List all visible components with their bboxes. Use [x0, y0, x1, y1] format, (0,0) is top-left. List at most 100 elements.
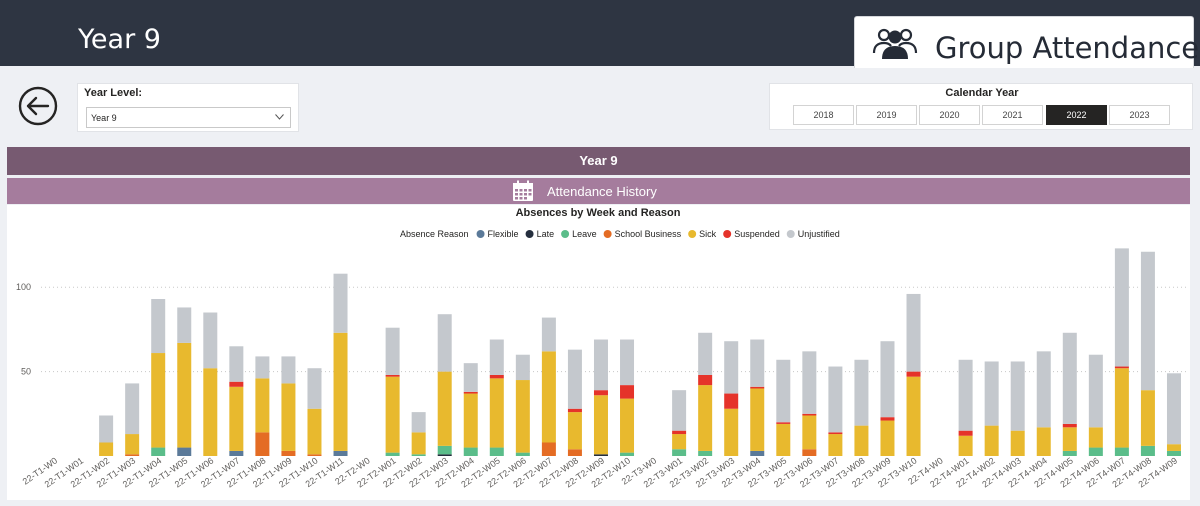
legend-item: Flexible — [488, 229, 519, 239]
bar-segment — [1010, 361, 1025, 431]
bar-segment — [672, 430, 687, 435]
bar-segment — [281, 383, 296, 451]
bar-segment — [515, 354, 530, 381]
chevron-down-icon — [275, 114, 284, 120]
bar-segment — [593, 454, 608, 456]
bar-segment — [776, 359, 791, 423]
bar-segment — [880, 420, 895, 456]
bar-segment — [463, 393, 478, 448]
year-option-2023[interactable]: 2023 — [1109, 105, 1170, 125]
bar-segment — [1114, 366, 1129, 369]
bar-segment — [620, 385, 635, 399]
bar-segment — [125, 383, 140, 435]
bar-segment — [463, 391, 478, 394]
bar-segment — [984, 425, 999, 456]
bar-segment — [255, 378, 270, 433]
bar-segment — [411, 412, 426, 433]
bar-segment — [463, 447, 478, 456]
year-option-2022[interactable]: 2022 — [1046, 105, 1107, 125]
bar-segment — [229, 381, 244, 387]
bar-segment — [698, 374, 713, 386]
bar-segment — [541, 442, 556, 456]
bar-segment — [724, 393, 739, 409]
bar-segment — [333, 332, 348, 451]
bar-segment — [828, 434, 843, 456]
bar-segment — [906, 371, 921, 377]
section-title: Year 9 — [7, 147, 1190, 175]
bar-segment — [698, 385, 713, 451]
chart-title: Absences by Week and Reason — [516, 207, 681, 219]
bar-segment — [177, 447, 192, 456]
bar-segment — [411, 454, 426, 456]
bar-segment — [567, 449, 582, 456]
bar-segment — [203, 368, 218, 456]
year-level-dropdown[interactable]: Year 9 — [86, 107, 291, 128]
bar-segment — [1114, 368, 1129, 448]
bar-segment — [151, 299, 166, 354]
bar-segment — [984, 361, 999, 426]
year-level-filter: Year Level: Year 9 — [77, 83, 299, 132]
calendar-year-slicer: Calendar Year 2018 2019 2020 2021 2022 2… — [769, 83, 1193, 130]
bar-segment — [177, 342, 192, 448]
year-option-2020[interactable]: 2020 — [919, 105, 980, 125]
back-arrow-icon[interactable] — [18, 86, 58, 126]
legend-marker — [476, 230, 485, 238]
bar-segment — [541, 317, 556, 352]
bar-segment — [698, 332, 713, 375]
bar-segment — [880, 417, 895, 421]
bar-segment — [385, 327, 400, 375]
year-option-2018[interactable]: 2018 — [793, 105, 854, 125]
legend-marker — [525, 230, 534, 238]
absences-chart-svg: Absences by Week and Reason Absence Reaso… — [16, 207, 1187, 489]
bar-segment — [437, 445, 452, 455]
bar-segment — [1088, 354, 1103, 428]
bar-segment — [1140, 445, 1155, 456]
bar-segment — [125, 454, 140, 456]
bar-segment — [151, 353, 166, 448]
bar-segment — [567, 408, 582, 413]
bar-segment — [750, 339, 765, 387]
bar-segment — [1036, 351, 1051, 428]
bar-segment — [255, 356, 270, 379]
year-option-2021[interactable]: 2021 — [982, 105, 1043, 125]
bar-segment — [776, 423, 791, 456]
bar-segment — [489, 447, 504, 456]
bar-segment — [177, 307, 192, 343]
bar-segment — [1166, 444, 1181, 451]
bar-segment — [281, 356, 296, 384]
bar-segment — [802, 413, 817, 416]
bar-segment — [125, 434, 140, 455]
legend-marker — [688, 230, 697, 238]
bar-segment — [99, 415, 114, 443]
legend-item: Leave — [572, 229, 597, 239]
year-option-2019[interactable]: 2019 — [856, 105, 917, 125]
bar-segment — [333, 273, 348, 333]
legend-item: Suspended — [734, 229, 780, 239]
bar-segment — [281, 450, 296, 456]
page-title-card: Group Attendance — [854, 16, 1199, 68]
year-level-label: Year Level: — [84, 87, 143, 99]
bar-segment — [724, 341, 739, 394]
bar-segment — [463, 363, 478, 392]
bar-segment — [698, 450, 713, 456]
legend-item: Unjustified — [798, 229, 840, 239]
legend-marker — [561, 230, 570, 238]
bar-segment — [880, 341, 895, 418]
bar-segment — [1010, 430, 1025, 456]
bar-segment — [1140, 390, 1155, 446]
legend-title: Absence Reason — [400, 229, 469, 239]
year-title: Year 9 — [78, 24, 161, 55]
section-subtitle-bar: Attendance History — [7, 178, 1190, 204]
bar-segment — [1062, 427, 1077, 451]
bar-segment — [1114, 248, 1129, 367]
bar-segment — [672, 390, 687, 431]
bar-segment — [203, 312, 218, 369]
bar-segment — [906, 293, 921, 372]
legend-marker — [603, 230, 612, 238]
page-title: Group Attendance — [935, 31, 1200, 65]
bar-segment — [437, 314, 452, 372]
bar-segment — [489, 374, 504, 379]
bar-segment — [1062, 332, 1077, 424]
calendar-year-label: Calendar Year — [945, 87, 1019, 99]
bar-segment — [385, 374, 400, 377]
